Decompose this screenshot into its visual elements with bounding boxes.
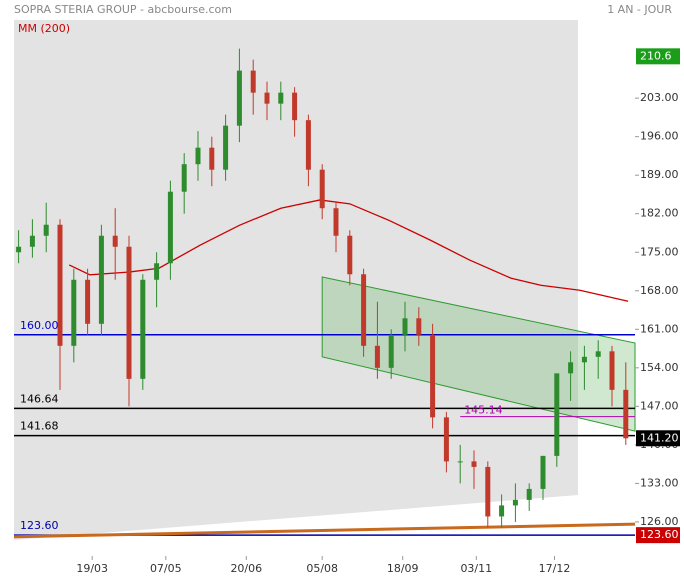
level-label: 160.00 (20, 319, 59, 332)
support-line (13, 522, 636, 539)
candle-body (85, 279, 91, 324)
candle-body (112, 235, 118, 247)
candle-body (319, 169, 325, 209)
x-tick-label: 18/09 (387, 562, 419, 575)
moving-average (68, 199, 629, 302)
candle-body (499, 505, 505, 517)
shaded-zone (14, 20, 578, 540)
y-tick-label: 196.00 (640, 130, 679, 143)
price-tag (636, 48, 680, 65)
price-tag-label: 141.20 (640, 431, 679, 444)
candle-body (29, 235, 35, 247)
candle-body (568, 362, 574, 374)
candle-body (126, 246, 132, 379)
candle-body (167, 191, 173, 264)
candle-body (181, 164, 187, 192)
candle-body (581, 356, 587, 363)
y-tick-label: 147.00 (640, 399, 679, 412)
candle-body (333, 208, 339, 236)
candle-body (250, 70, 256, 93)
y-tick-label: 175.00 (640, 245, 679, 258)
candle-body (402, 318, 408, 335)
candle-body (623, 389, 629, 439)
period-label: 1 AN - JOUR (607, 3, 672, 16)
y-tick-label: 182.00 (640, 207, 679, 220)
candle-body (430, 334, 436, 418)
candle-body (554, 373, 560, 456)
candle-body (388, 334, 394, 368)
y-tick-label: 133.00 (640, 476, 679, 489)
x-tick-label: 07/05 (150, 562, 182, 575)
y-tick-label: 189.00 (640, 168, 679, 181)
level-label: 141.68 (20, 420, 59, 433)
price-tag (636, 527, 680, 544)
candle-body (223, 125, 229, 170)
candle-body (209, 147, 215, 170)
ma-legend: MM (200) (18, 22, 70, 35)
annotation-label: 145.14 (464, 404, 503, 417)
candle-body (526, 488, 532, 500)
level-label: 123.60 (20, 519, 59, 532)
candle-body (57, 224, 63, 346)
price-tag-label: 123.60 (640, 528, 679, 541)
candle-body (485, 466, 491, 517)
x-tick-label: 03/11 (460, 562, 492, 575)
y-tick-label: 154.00 (640, 361, 679, 374)
candle-body (540, 455, 546, 489)
candle-body (471, 461, 477, 467)
candle-body (347, 235, 353, 275)
level-label: 146.64 (20, 392, 59, 405)
candle-body (361, 274, 367, 346)
x-tick-label: 05/08 (306, 562, 338, 575)
price-tag (636, 430, 680, 447)
y-tick-label: 126.00 (640, 515, 679, 528)
candle-body (16, 246, 22, 253)
chart-title: SOPRA STERIA GROUP - abcbourse.com (14, 3, 232, 16)
candle-body (305, 120, 311, 170)
candle-body (236, 70, 242, 126)
candle-body (374, 345, 380, 368)
candle-body (609, 351, 615, 390)
candle-body (292, 92, 298, 121)
y-tick-label: 203.00 (640, 91, 679, 104)
candle-body (416, 318, 422, 335)
candle-body (140, 279, 146, 379)
price-tag-label: 210.6 (640, 49, 672, 62)
candle-body (512, 499, 518, 506)
candle-body (595, 351, 601, 357)
y-tick-label: 168.00 (640, 284, 679, 297)
x-tick-label: 20/06 (230, 562, 262, 575)
y-tick-label: 161.00 (640, 322, 679, 335)
candle-body (154, 263, 160, 280)
candle-body (278, 92, 284, 104)
x-tick-label: 17/12 (539, 562, 571, 575)
candle-body (443, 417, 449, 462)
candle-body (43, 224, 49, 236)
x-tick-label: 19/03 (76, 562, 108, 575)
candle-body (71, 279, 77, 346)
candle-body (457, 461, 463, 463)
candle-body (264, 92, 270, 104)
candle-body (195, 147, 201, 165)
candle-body (98, 235, 104, 324)
